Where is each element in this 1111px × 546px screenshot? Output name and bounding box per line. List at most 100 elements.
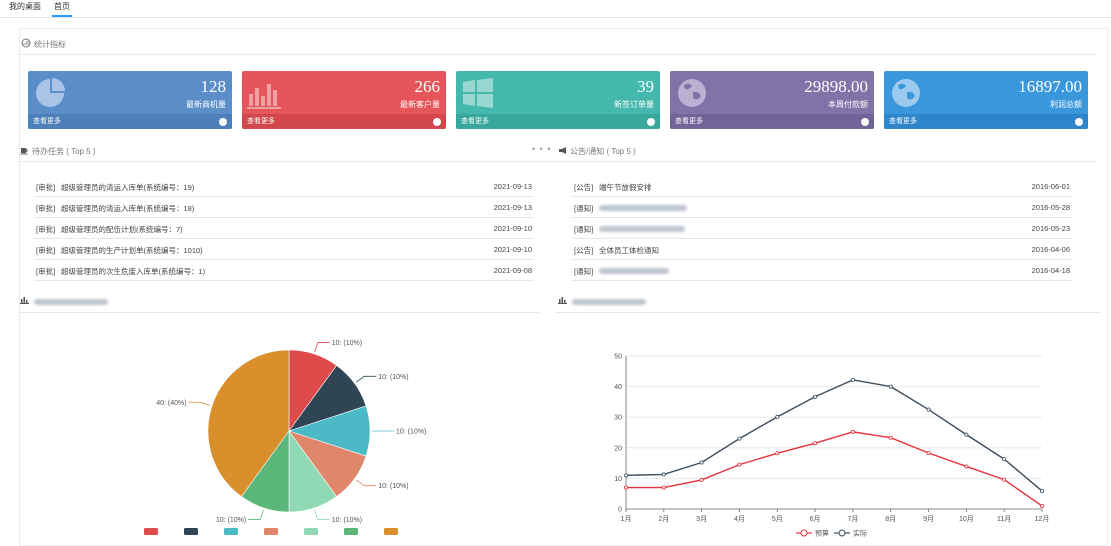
task-tag: [审批] [36, 183, 56, 192]
arrow-right-icon[interactable] [861, 118, 869, 126]
x-tick-label: 2月 [658, 515, 669, 523]
legend-label[interactable]: 预算 [815, 529, 829, 538]
data-point[interactable] [737, 462, 742, 467]
drag-handle-icon[interactable]: • • • [532, 144, 552, 154]
pie-slice[interactable] [207, 349, 290, 497]
card-footer[interactable]: 查看更多 [242, 114, 446, 129]
data-point[interactable] [926, 451, 931, 456]
data-point[interactable] [964, 432, 969, 437]
notice-row[interactable]: [通知] 2016-04-18 [572, 259, 1072, 281]
data-point[interactable] [624, 485, 629, 490]
view-more-link[interactable]: 查看更多 [33, 118, 61, 125]
notice-date: 2016-04-18 [1031, 266, 1070, 275]
view-more-link[interactable]: 查看更多 [675, 118, 703, 125]
data-point[interactable] [699, 477, 704, 482]
card-footer[interactable]: 查看更多 [670, 114, 874, 129]
legend-swatch[interactable] [184, 528, 198, 535]
task-date: 2021-09-10 [493, 224, 532, 233]
legend-marker[interactable] [838, 529, 846, 537]
task-link[interactable]: 超级管理员的清运入库单(系统编号：19) [61, 183, 195, 192]
task-link[interactable]: 超级管理员的次生危废入库单(系统编号：1) [61, 267, 206, 276]
task-date: 2021-09-08 [493, 266, 532, 275]
task-link[interactable]: 超级管理员的生产计划单(系统编号：1010) [61, 246, 203, 255]
task-date: 2021-09-13 [493, 182, 532, 191]
arrow-right-icon[interactable] [1075, 118, 1083, 126]
legend-swatch[interactable] [224, 528, 238, 535]
data-point[interactable] [1039, 488, 1044, 493]
notice-row[interactable]: [通知] 2016-05-23 [572, 217, 1072, 239]
data-point[interactable] [813, 394, 818, 399]
data-point[interactable] [1002, 457, 1007, 462]
globe-icon [892, 79, 920, 107]
notices-section-title: 公告/通知 ( Top 5 ) [570, 147, 636, 156]
globe-icon [678, 79, 706, 107]
y-tick-label: 40 [614, 384, 622, 391]
notice-row[interactable]: [通知] 2016-05-28 [572, 196, 1072, 218]
notice-link-redacted[interactable] [599, 266, 669, 275]
legend-swatch[interactable] [144, 528, 158, 535]
stat-card-customers: 266 最新客户量 查看更多 [242, 71, 446, 129]
task-row[interactable]: [审批] 超级管理员的生产计划单(系统编号：1010) 2021-09-10 [34, 238, 534, 260]
legend-swatch[interactable] [344, 528, 358, 535]
notice-link[interactable]: 端午节放假安排 [599, 183, 652, 192]
data-point[interactable] [699, 460, 704, 465]
y-tick-label: 0 [618, 507, 622, 514]
notice-row[interactable]: [公告] 全体员工体检通知 2016-04-06 [572, 238, 1072, 260]
data-point[interactable] [850, 377, 855, 382]
data-point[interactable] [737, 436, 742, 441]
divider [19, 312, 539, 313]
view-more-link[interactable]: 查看更多 [247, 118, 275, 125]
x-tick-label: 10月 [959, 515, 974, 523]
notice-tag: [公告] [574, 183, 594, 192]
y-tick-label: 50 [614, 354, 622, 361]
card-footer[interactable]: 查看更多 [28, 114, 232, 129]
legend-swatch[interactable] [384, 528, 398, 535]
dashboard-gauge-icon [21, 38, 31, 48]
card-footer[interactable]: 查看更多 [884, 114, 1088, 129]
tab-home[interactable]: 首页 [52, 0, 72, 17]
notice-row[interactable]: [公告] 端午节放假安排 2016-06-01 [572, 175, 1072, 197]
legend-marker[interactable] [800, 529, 808, 537]
task-link[interactable]: 超级管理员的配伍计划(系统编号：7) [61, 225, 183, 234]
data-point[interactable] [661, 472, 666, 477]
data-point[interactable] [1039, 503, 1044, 508]
data-point[interactable] [813, 441, 818, 446]
stat-label: 最新客户量 [400, 100, 440, 109]
data-point[interactable] [775, 414, 780, 419]
pie-slice-label: 10: (10%) [378, 483, 408, 490]
notice-link-redacted[interactable] [599, 224, 685, 233]
notice-link[interactable]: 全体员工体检通知 [599, 246, 659, 255]
data-point[interactable] [661, 485, 666, 490]
divider [556, 312, 1100, 313]
notice-tag: [通知] [574, 267, 594, 276]
data-point[interactable] [888, 435, 893, 440]
notice-link-redacted[interactable] [599, 203, 687, 212]
arrow-right-icon[interactable] [433, 118, 441, 126]
data-point[interactable] [624, 473, 629, 478]
data-point[interactable] [775, 451, 780, 456]
arrow-right-icon[interactable] [647, 118, 655, 126]
card-footer[interactable]: 查看更多 [456, 114, 660, 129]
legend-swatch[interactable] [264, 528, 278, 535]
tab-my-desktop[interactable]: 我的桌面 [9, 2, 41, 11]
task-row[interactable]: [审批] 超级管理员的次生危废入库单(系统编号：1) 2021-09-08 [34, 259, 534, 281]
task-row[interactable]: [审批] 超级管理员的配伍计划(系统编号：7) 2021-09-10 [34, 217, 534, 239]
x-tick-label: 3月 [696, 515, 707, 523]
notice-tag: [公告] [574, 246, 594, 255]
data-point[interactable] [1002, 477, 1007, 482]
legend-swatch[interactable] [304, 528, 318, 535]
task-row[interactable]: [审批] 超级管理员的清运入库单(系统编号：18) 2021-09-13 [34, 196, 534, 218]
notice-date: 2016-05-23 [1031, 224, 1070, 233]
view-more-link[interactable]: 查看更多 [461, 118, 489, 125]
data-point[interactable] [964, 464, 969, 469]
data-point[interactable] [888, 384, 893, 389]
stat-value: 128 [200, 77, 227, 96]
data-point[interactable] [926, 407, 931, 412]
pie-chart-title-redacted [34, 297, 108, 306]
task-row[interactable]: [审批] 超级管理员的清运入库单(系统编号：19) 2021-09-13 [34, 175, 534, 197]
legend-label[interactable]: 实际 [853, 529, 867, 538]
task-link[interactable]: 超级管理员的清运入库单(系统编号：18) [61, 204, 195, 213]
view-more-link[interactable]: 查看更多 [889, 118, 917, 125]
data-point[interactable] [850, 429, 855, 434]
arrow-right-icon[interactable] [219, 118, 227, 126]
